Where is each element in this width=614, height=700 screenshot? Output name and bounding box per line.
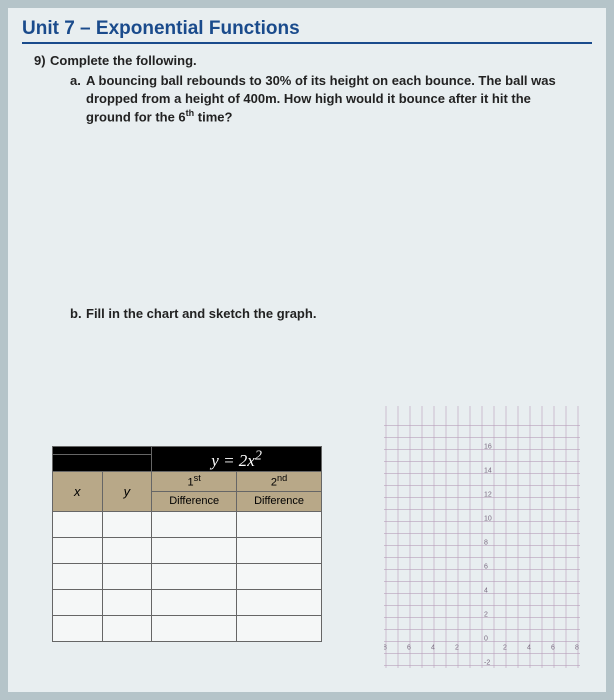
part-a: a.A bouncing ball rebounds to 30% of its…: [22, 72, 592, 126]
part-a-tail: time?: [194, 109, 232, 124]
table-row: [53, 537, 322, 563]
part-a-text: A bouncing ball rebounds to 30% of its h…: [86, 73, 556, 124]
table-row: [53, 615, 322, 641]
question-number: 9): [22, 53, 46, 68]
svg-text:2: 2: [455, 645, 459, 652]
table-subheader: x y 1st 2nd: [53, 471, 322, 491]
col-diff1-bot: Difference: [152, 491, 237, 511]
col-diff2-top: 2nd: [237, 471, 322, 491]
graph-grid: 16 14 12 10 8 6 4 2 0 -2 8 6 4 2 2 4 6 8: [384, 406, 580, 668]
part-a-sup: th: [186, 108, 195, 118]
table-header-spacer: y = 2x2: [53, 447, 322, 455]
question-line: 9) Complete the following.: [22, 52, 592, 70]
col-diff2-bot: Difference: [237, 491, 322, 511]
svg-text:10: 10: [484, 516, 492, 523]
svg-text:2: 2: [484, 612, 488, 619]
svg-text:4: 4: [527, 645, 531, 652]
table-row: [53, 589, 322, 615]
part-b: b.Fill in the chart and sketch the graph…: [22, 306, 592, 321]
equation-table: y = 2x2 x y 1st 2nd Difference Differenc…: [52, 446, 322, 642]
question-text: Complete the following.: [50, 53, 197, 68]
svg-text:4: 4: [484, 588, 488, 595]
part-a-letter: a.: [70, 72, 86, 90]
col-y: y: [102, 471, 152, 511]
worksheet-page: Unit 7 – Exponential Functions 9) Comple…: [8, 8, 606, 692]
svg-text:-2: -2: [484, 660, 490, 667]
svg-text:6: 6: [407, 645, 411, 652]
svg-text:6: 6: [551, 645, 555, 652]
table-row: [53, 563, 322, 589]
col-x: x: [53, 471, 103, 511]
svg-text:2: 2: [503, 645, 507, 652]
svg-text:0: 0: [484, 636, 488, 643]
grid-lines: [384, 406, 580, 668]
svg-text:14: 14: [484, 468, 492, 475]
part-b-letter: b.: [70, 306, 86, 321]
part-b-text: Fill in the chart and sketch the graph.: [86, 306, 316, 321]
equation-exp: 2: [255, 447, 262, 463]
equation-cell: y = 2x2: [152, 447, 322, 472]
svg-text:4: 4: [431, 645, 435, 652]
axis-labels: 16 14 12 10 8 6 4 2 0 -2 8 6 4 2 2 4 6 8: [384, 444, 579, 667]
col-diff1-top: 1st: [152, 471, 237, 491]
svg-text:6: 6: [484, 564, 488, 571]
table-row: [53, 511, 322, 537]
equation-table-wrap: y = 2x2 x y 1st 2nd Difference Differenc…: [52, 446, 332, 642]
svg-text:8: 8: [575, 645, 579, 652]
svg-text:8: 8: [484, 540, 488, 547]
svg-text:8: 8: [384, 645, 387, 652]
equation-text: y = 2x: [211, 451, 255, 470]
unit-title: Unit 7 – Exponential Functions: [22, 18, 592, 44]
svg-text:12: 12: [484, 492, 492, 499]
svg-text:16: 16: [484, 444, 492, 451]
